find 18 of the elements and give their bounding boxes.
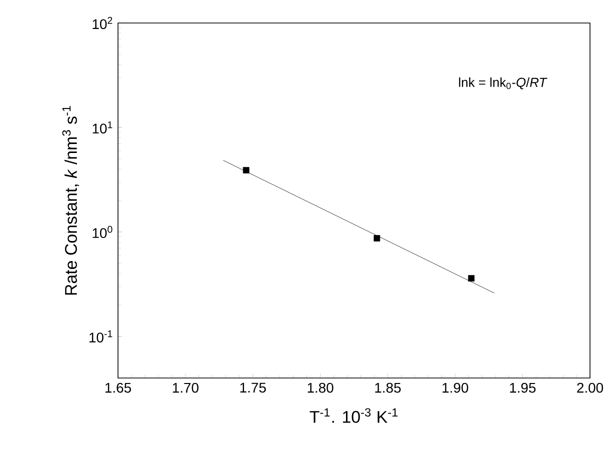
annotation: lnk = lnk$_{0}$-Q/RT [459,77,548,90]
x-tick-label: 1.80 [308,382,334,393]
x-tick-label: 1.95 [510,382,536,393]
x-axis-title: T$^{-1}$. 10$^{-3}$ K$^{-1}$ [310,408,398,423]
x-tick-label: 1.70 [172,382,198,393]
y-tick-label: 10$^{1}$ [92,121,112,134]
y-tick-label: 10$^{-1}$ [90,330,112,342]
y-tick-label: 10$^{0}$ [92,226,112,238]
point [374,235,380,242]
x-tick-label: 1.90 [442,382,468,393]
point [468,275,475,282]
x-tick-label: 1.75 [240,382,266,393]
x-tick-label: 1.65 [105,382,131,393]
y-tick-label: 10$^{2}$ [92,16,112,30]
point [242,167,250,174]
y-axis-title: Rate Constant, k /nm$^{3}$ s$^{-1}$ [62,106,79,295]
x-tick-label: 1.85 [375,382,401,393]
x-tick-label: 2.00 [577,382,604,393]
